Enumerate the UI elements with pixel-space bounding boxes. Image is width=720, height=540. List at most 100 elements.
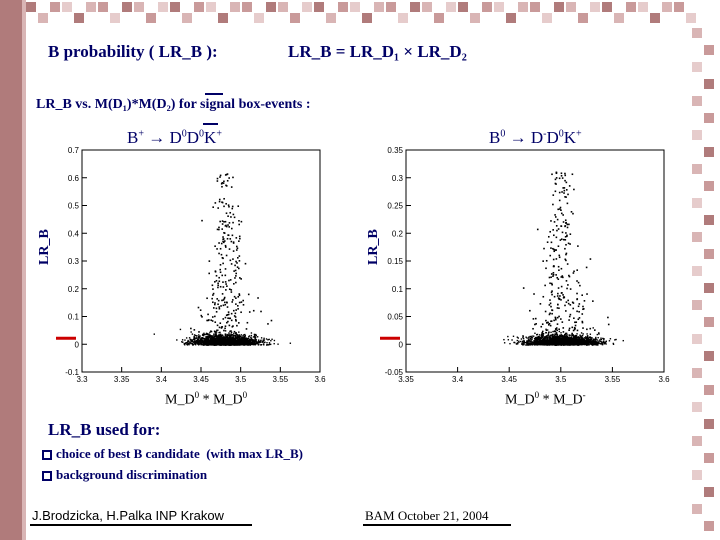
data-point — [576, 310, 578, 313]
data-point — [576, 292, 578, 295]
data-point — [223, 221, 225, 223]
data-point — [553, 250, 556, 253]
data-point — [574, 336, 576, 339]
data-point — [542, 343, 545, 346]
data-point — [577, 305, 580, 308]
decor-square — [542, 13, 552, 23]
data-point — [216, 228, 219, 231]
data-point — [231, 301, 234, 303]
data-point — [569, 304, 572, 306]
data-point — [243, 343, 245, 345]
data-point — [572, 342, 575, 345]
data-point — [544, 341, 546, 343]
data-point — [556, 307, 559, 309]
data-point — [568, 223, 570, 226]
data-point — [545, 339, 548, 341]
data-point — [568, 337, 571, 339]
data-point — [550, 291, 553, 294]
data-point — [206, 344, 208, 346]
data-point — [526, 337, 528, 339]
data-point — [228, 279, 230, 282]
data-point — [230, 289, 233, 291]
decor-square — [242, 2, 252, 12]
data-point — [255, 338, 257, 341]
data-point — [563, 189, 566, 192]
data-point — [206, 336, 209, 339]
data-point — [218, 226, 220, 229]
data-point — [214, 202, 217, 204]
data-point — [219, 247, 222, 250]
data-point — [256, 342, 258, 344]
data-point — [222, 182, 225, 184]
data-point — [566, 344, 569, 346]
data-point — [223, 296, 226, 299]
data-point — [562, 276, 564, 279]
use-item-choice: choice of best B candidate (with max LR_… — [42, 446, 303, 462]
data-point — [558, 328, 560, 331]
data-point — [536, 228, 539, 231]
data-point — [238, 342, 240, 345]
data-point — [544, 284, 546, 287]
data-point — [570, 339, 572, 342]
data-point — [559, 295, 561, 297]
data-point — [231, 334, 234, 336]
decor-square — [692, 436, 702, 446]
data-point — [583, 339, 586, 342]
data-point — [509, 342, 511, 345]
data-point — [571, 332, 573, 335]
data-point — [221, 256, 224, 259]
data-point — [246, 321, 249, 324]
data-point — [507, 335, 509, 338]
data-point — [216, 177, 219, 180]
data-point — [547, 333, 549, 336]
data-point — [583, 300, 586, 302]
data-point — [205, 342, 208, 344]
data-point — [207, 336, 210, 339]
data-point — [233, 330, 236, 333]
data-point — [205, 337, 208, 339]
data-point — [565, 243, 567, 246]
data-point — [227, 337, 230, 340]
data-point — [245, 339, 247, 341]
data-point — [236, 266, 239, 268]
data-point — [185, 342, 188, 344]
data-point — [596, 333, 599, 336]
decor-square — [692, 470, 702, 480]
data-point — [226, 343, 228, 345]
data-point — [202, 337, 204, 339]
decor-square — [530, 2, 540, 12]
data-point — [235, 260, 237, 263]
data-point — [215, 337, 218, 340]
data-point — [188, 342, 191, 344]
data-point — [239, 277, 241, 279]
data-point — [222, 338, 225, 340]
data-point — [215, 274, 218, 277]
data-point — [247, 344, 249, 346]
data-point — [565, 332, 567, 335]
data-point — [514, 341, 516, 344]
data-point — [219, 268, 222, 271]
data-point — [224, 281, 227, 283]
data-point — [191, 339, 193, 341]
data-point — [528, 343, 530, 345]
data-point — [206, 341, 209, 344]
data-point — [232, 336, 234, 339]
data-point — [235, 336, 238, 338]
decor-square — [692, 198, 702, 208]
data-point — [585, 336, 587, 338]
data-point — [607, 316, 609, 319]
data-point — [218, 339, 220, 341]
data-point — [215, 339, 217, 342]
data-point — [188, 340, 190, 343]
x-tick-label: 3.6 — [314, 375, 326, 384]
data-point — [578, 342, 580, 344]
decor-square — [206, 2, 216, 12]
decor-square — [230, 2, 240, 12]
data-point — [238, 235, 241, 238]
data-point — [532, 343, 535, 345]
data-point — [542, 295, 545, 298]
data-point — [523, 341, 526, 343]
data-point — [220, 305, 222, 307]
data-point — [565, 280, 568, 282]
data-point — [221, 335, 223, 337]
